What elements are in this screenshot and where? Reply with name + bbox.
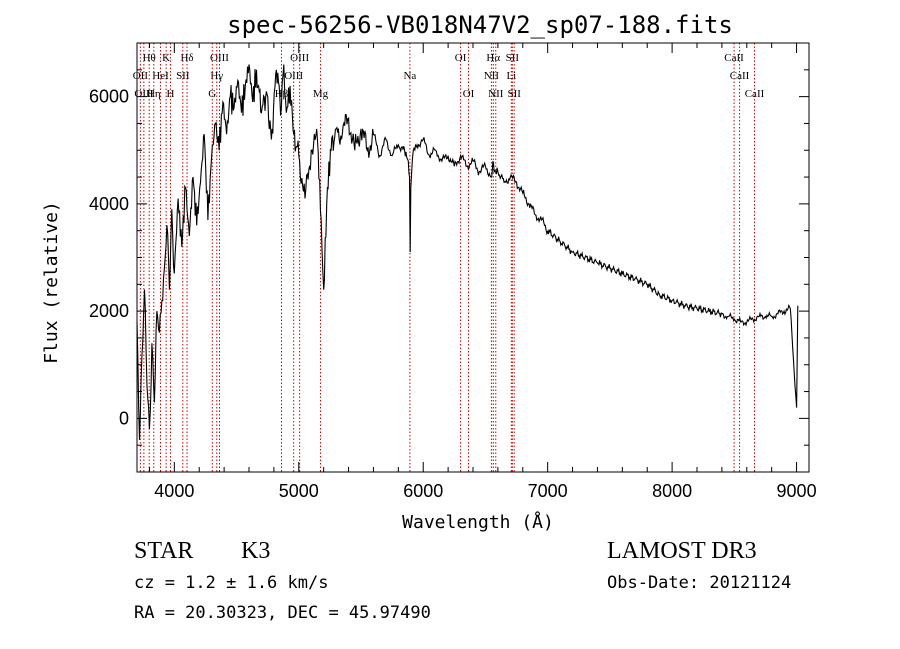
line-label: Hγ <box>210 70 223 82</box>
line-label: Hη <box>147 88 161 100</box>
plot-frame <box>136 42 810 473</box>
object-class: STAR <box>134 538 194 564</box>
survey-name: LAMOST DR3 <box>607 538 757 564</box>
y-axis-label: Flux (relative) <box>41 201 62 364</box>
y-tick-label: 2000 <box>89 301 129 321</box>
line-label: Mg <box>313 88 329 100</box>
line-label: NII <box>484 70 500 82</box>
x-tick-label: 6000 <box>403 481 443 501</box>
line-label: Hθ <box>143 52 156 64</box>
line-label: OI <box>455 52 467 64</box>
line-label: OI <box>463 88 475 100</box>
line-label: G <box>208 88 216 100</box>
line-label: CaII <box>724 52 744 64</box>
line-label: OIII <box>284 70 303 82</box>
coordinates-text: RA = 20.30323, DEC = 45.97490 <box>134 603 431 623</box>
x-tick-label: 9000 <box>777 481 817 501</box>
line-label: Hδ <box>180 52 193 64</box>
chart-title: spec-56256-VB018N47V2_sp07-188.fits <box>227 11 733 39</box>
line-label: Na <box>403 70 416 82</box>
line-label: OIII <box>210 52 229 64</box>
line-label: CaII <box>730 70 750 82</box>
x-tick-label: 4000 <box>154 481 194 501</box>
y-tick-label: 4000 <box>89 194 129 214</box>
y-tick-label: 0 <box>119 408 129 428</box>
line-label: OII <box>133 70 149 82</box>
line-label: OIII <box>290 52 309 64</box>
line-label: SII <box>507 88 521 100</box>
x-axis-label: Wavelength (Å) <box>402 511 554 533</box>
line-label: Hα <box>486 52 500 64</box>
line-label: NII <box>488 88 504 100</box>
line-label: HeI <box>152 70 169 82</box>
line-label: Li <box>506 70 516 82</box>
line-label: SII <box>176 70 190 82</box>
x-tick-label: 5000 <box>279 481 319 501</box>
x-tick-label: 8000 <box>652 481 692 501</box>
line-label: CaII <box>745 88 765 100</box>
spectrum-line <box>136 64 799 440</box>
line-label: K <box>162 52 170 64</box>
x-tick-label: 7000 <box>528 481 568 501</box>
obs-date: Obs-Date: 20121124 <box>607 573 792 593</box>
line-label: H <box>166 88 174 100</box>
object-subclass: K3 <box>241 538 271 564</box>
y-tick-label: 6000 <box>89 87 129 107</box>
redshift-text: cz = 1.2 ± 1.6 km/s <box>134 573 329 593</box>
line-label: SII <box>506 52 520 64</box>
